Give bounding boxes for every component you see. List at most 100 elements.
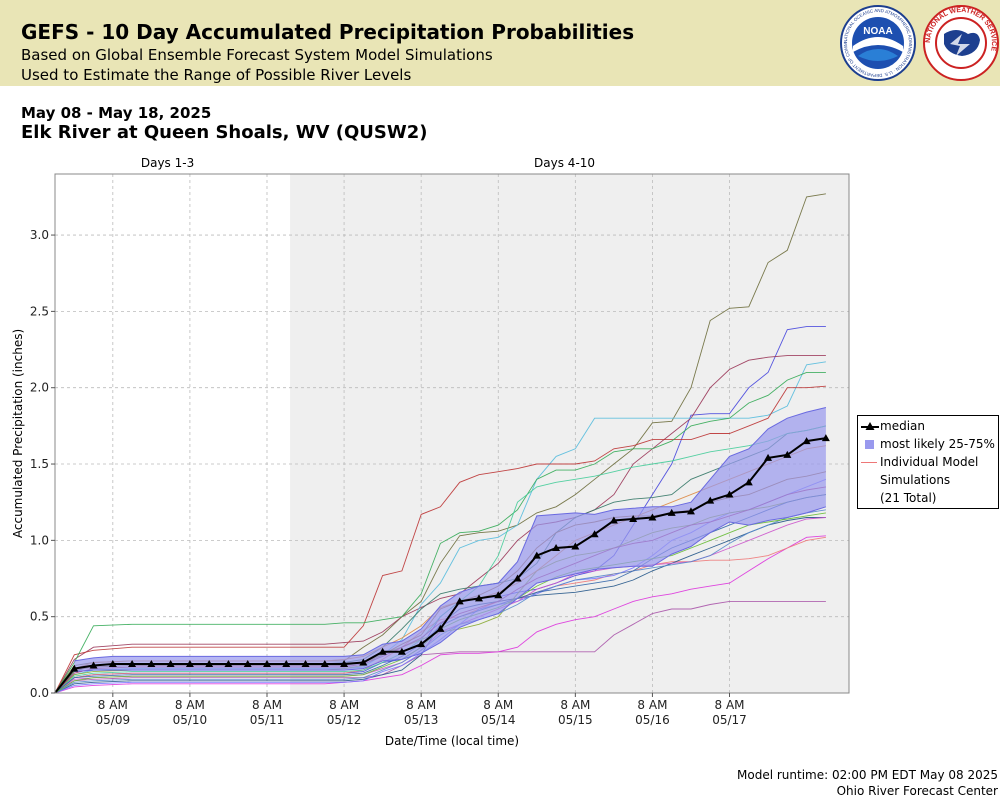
noaa-logo: NOAA NATIONAL OCEANIC AND ATMOSPHERIC AD…	[839, 4, 916, 81]
median-marker	[706, 496, 715, 504]
y-tick-label: 3.0	[30, 228, 49, 242]
page-title: GEFS - 10 Day Accumulated Precipitation …	[21, 20, 635, 44]
page-subtitle-2: Used to Estimate the Range of Possible R…	[21, 66, 412, 84]
member-line-16	[54, 509, 826, 694]
period-label: Days 4-10	[534, 156, 595, 170]
y-tick-label: 2.0	[30, 381, 49, 395]
period-labels: Days 1-3 Days 4-10	[141, 156, 595, 170]
member-line-7	[54, 600, 826, 694]
median-marker	[224, 659, 233, 667]
median-marker	[70, 664, 79, 672]
header-banner: GEFS - 10 Day Accumulated Precipitation …	[0, 0, 1000, 86]
median-marker	[301, 659, 310, 667]
median-marker	[629, 514, 638, 522]
noaa-logo-text: NOAA	[863, 26, 892, 37]
member-line-3	[54, 355, 826, 694]
band-swatch	[865, 440, 874, 449]
legend-individual-label-2: Simulations	[880, 473, 951, 487]
median-marker	[185, 659, 194, 667]
percentile-band-25-75	[74, 407, 826, 672]
x-axis-label: Date/Time (local time)	[385, 734, 519, 748]
y-tick-label: 2.5	[30, 304, 49, 318]
median-marker	[166, 659, 175, 667]
period-label: Days 1-3	[141, 156, 194, 170]
y-tick-label: 1.5	[30, 457, 49, 471]
median-marker	[609, 516, 618, 524]
median-marker	[147, 659, 156, 667]
x-tick-time: 8 AM	[252, 698, 282, 712]
median-marker	[667, 508, 676, 516]
median-marker	[802, 437, 811, 445]
percentile-band-upper-edge	[74, 407, 827, 662]
median-marker	[474, 594, 483, 602]
x-tick-time: 8 AM	[98, 698, 128, 712]
median-marker	[128, 659, 137, 667]
member-line-8	[54, 535, 826, 694]
member-line-5	[54, 385, 826, 694]
legend-individual-label-1: Individual Model	[880, 455, 979, 469]
median-marker	[532, 551, 541, 559]
forecast-center: Ohio River Forecast Center	[836, 784, 998, 798]
median-markers	[70, 434, 830, 672]
x-tick-date: 05/15	[558, 713, 593, 727]
median-marker	[378, 647, 387, 655]
model-runtime: Model runtime: 02:00 PM EDT May 08 2025	[737, 768, 998, 782]
date-range: May 08 - May 18, 2025	[21, 104, 212, 122]
x-tick-date: 05/13	[404, 713, 439, 727]
x-tick-time: 8 AM	[637, 698, 667, 712]
plot-frame	[54, 173, 850, 694]
member-line-6	[54, 371, 826, 694]
percentile-band-lower-edge	[74, 506, 827, 673]
median-marker	[397, 647, 406, 655]
x-tick-time: 8 AM	[175, 698, 205, 712]
legend: median most likely 25-75% Individual Mod…	[857, 415, 999, 509]
median-marker	[455, 597, 464, 605]
median-marker	[359, 658, 368, 666]
x-tick-date: 05/12	[327, 713, 362, 727]
x-tick-time: 8 AM	[483, 698, 513, 712]
x-tick-time: 8 AM	[406, 698, 436, 712]
median-marker	[108, 659, 117, 667]
y-tick-label: 1.0	[30, 533, 49, 547]
median-marker	[494, 591, 503, 599]
median-marker	[725, 490, 734, 498]
median-marker	[89, 661, 98, 669]
median-marker	[744, 478, 753, 486]
x-tick-date: 05/16	[635, 713, 670, 727]
x-tick-date: 05/09	[96, 713, 131, 727]
median-marker	[571, 542, 580, 550]
grid-lines	[55, 174, 849, 693]
legend-band-label: most likely 25-75%	[880, 437, 995, 451]
median-marker	[590, 530, 599, 538]
median-swatch	[861, 422, 879, 430]
y-tick-label: 0.5	[30, 610, 49, 624]
x-tick-date: 05/11	[250, 713, 285, 727]
median-marker	[783, 450, 792, 458]
y-axis-label: Accumulated Precipitation (inches)	[11, 329, 25, 538]
nws-logo: NATIONAL WEATHER SERVICE	[923, 5, 999, 81]
median-marker	[262, 659, 271, 667]
x-tick-date: 05/14	[481, 713, 516, 727]
x-tick-time: 8 AM	[329, 698, 359, 712]
x-tick-date: 05/10	[173, 713, 208, 727]
median-marker	[417, 640, 426, 648]
median-marker	[205, 659, 214, 667]
median-marker	[243, 659, 252, 667]
median-marker	[436, 624, 445, 632]
individual-swatch	[861, 462, 877, 463]
page-subtitle: Based on Global Ensemble Forecast System…	[21, 46, 493, 64]
median-marker	[282, 659, 291, 667]
median-marker	[686, 507, 695, 515]
x-tick-date: 05/17	[712, 713, 747, 727]
member-line-17	[54, 425, 827, 694]
median-marker	[648, 513, 657, 521]
y-tick-label: 0.0	[30, 686, 49, 700]
x-tick-time: 8 AM	[560, 698, 590, 712]
legend-median-label: median	[880, 419, 925, 433]
days-4-10-background	[290, 174, 849, 693]
legend-individual-label-3: (21 Total)	[880, 491, 937, 505]
y-axis-ticks: 0.0 0.5 1.0 1.5 2.0 2.5 3.0	[30, 228, 55, 700]
median-marker	[340, 659, 349, 667]
